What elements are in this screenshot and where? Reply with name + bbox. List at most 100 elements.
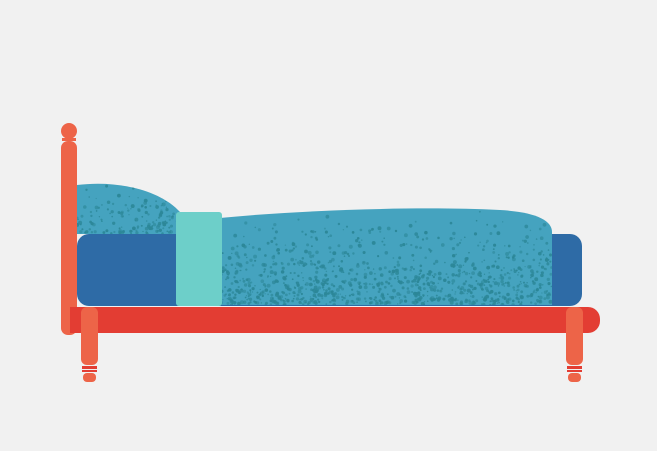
speckle-dot xyxy=(358,241,361,244)
speckle-dot xyxy=(548,299,552,304)
speckle-dot xyxy=(447,280,451,284)
speckle-dot xyxy=(426,282,430,286)
speckle-dot xyxy=(478,271,482,274)
speckle-dot xyxy=(251,246,255,249)
speckle-dot xyxy=(549,260,552,263)
speckle-dot xyxy=(331,292,334,296)
speckle-dot xyxy=(458,272,461,275)
speckle-dot xyxy=(312,279,316,283)
speckle-dot xyxy=(234,304,236,305)
speckle-dot xyxy=(287,285,289,288)
speckle-dot xyxy=(417,293,421,297)
speckle-dot xyxy=(337,222,341,226)
speckle-dot xyxy=(323,288,325,291)
speckle-dot xyxy=(425,279,428,282)
speckle-dot xyxy=(515,296,519,300)
speckle-dot xyxy=(234,270,239,275)
speckle-dot xyxy=(433,272,437,276)
speckle-dot xyxy=(338,285,343,289)
speckle-dot xyxy=(494,260,497,263)
speckle-dot xyxy=(168,215,171,218)
speckle-dot xyxy=(279,295,284,299)
speckle-dot xyxy=(380,282,384,286)
speckle-dot xyxy=(245,261,249,265)
speckle-dot xyxy=(468,301,473,305)
speckle-dot xyxy=(543,267,546,270)
speckle-dot xyxy=(457,299,459,301)
speckle-dot xyxy=(111,215,114,218)
speckle-dot xyxy=(480,280,485,284)
speckle-dot xyxy=(304,284,307,286)
speckle-dot xyxy=(371,283,373,285)
speckle-dot xyxy=(388,270,391,273)
speckle-dot xyxy=(375,301,379,305)
speckle-dot xyxy=(476,282,480,286)
speckle-dot xyxy=(335,295,340,300)
speckle-dot xyxy=(247,284,252,288)
speckle-dot xyxy=(249,289,252,292)
speckle-dot xyxy=(431,274,434,277)
speckle-dot xyxy=(543,297,547,300)
speckle-dot xyxy=(130,204,135,209)
speckle-dot xyxy=(313,288,315,290)
speckle-dot xyxy=(419,272,422,275)
speckle-dot xyxy=(508,276,512,280)
speckle-dot xyxy=(513,269,517,274)
speckle-dot xyxy=(484,297,487,300)
speckle-dot xyxy=(396,263,401,267)
speckle-dot xyxy=(372,268,375,270)
speckle-dot xyxy=(446,295,450,298)
speckle-dot xyxy=(374,272,376,275)
speckle-dot xyxy=(413,300,418,305)
speckle-dot xyxy=(433,285,437,290)
speckle-dot xyxy=(480,303,483,305)
speckle-dot xyxy=(294,286,297,289)
speckle-dot xyxy=(357,293,359,295)
speckle-dot xyxy=(168,226,171,229)
speckle-dot xyxy=(293,271,296,275)
speckle-dot xyxy=(260,279,265,284)
speckle-dot xyxy=(109,212,111,215)
speckle-dot xyxy=(315,296,317,299)
speckle-dot xyxy=(517,266,521,270)
speckle-dot xyxy=(272,260,275,263)
speckle-dot xyxy=(435,297,438,300)
speckle-dot xyxy=(295,258,297,261)
speckle-dot xyxy=(538,282,542,287)
speckle-dot xyxy=(266,283,271,288)
speckle-dot xyxy=(511,299,515,303)
speckle-dot xyxy=(152,228,154,230)
speckle-dot xyxy=(381,281,383,284)
speckle-dot xyxy=(228,293,231,297)
speckle-dot xyxy=(456,264,459,266)
speckle-dot xyxy=(113,230,116,234)
speckle-dot xyxy=(403,299,408,303)
speckle-dot xyxy=(472,266,477,271)
speckle-dot xyxy=(356,301,358,304)
speckle-dot xyxy=(442,297,446,301)
speckle-dot xyxy=(237,301,241,305)
speckle-dot xyxy=(507,283,511,288)
speckle-dot xyxy=(231,299,234,303)
speckle-dot xyxy=(509,273,511,275)
speckle-dot xyxy=(424,256,427,259)
speckle-dot xyxy=(256,291,259,294)
speckle-dot xyxy=(363,272,368,277)
speckle-dot xyxy=(468,272,471,275)
speckle-dot xyxy=(479,241,481,243)
speckle-dot xyxy=(371,240,376,245)
speckle-dot xyxy=(309,297,314,302)
speckle-dot xyxy=(532,281,536,285)
speckle-dot xyxy=(233,233,238,238)
speckle-dot xyxy=(140,224,143,227)
speckle-dot xyxy=(471,271,475,275)
speckle-dot xyxy=(512,286,515,289)
speckle-dot xyxy=(525,252,529,256)
speckle-dot xyxy=(284,244,287,246)
speckle-dot xyxy=(117,193,121,198)
speckle-dot xyxy=(275,243,278,246)
speckle-dot xyxy=(370,229,372,232)
speckle-dot xyxy=(533,289,536,292)
speckle-dot xyxy=(397,280,400,283)
speckle-dot xyxy=(537,251,542,256)
